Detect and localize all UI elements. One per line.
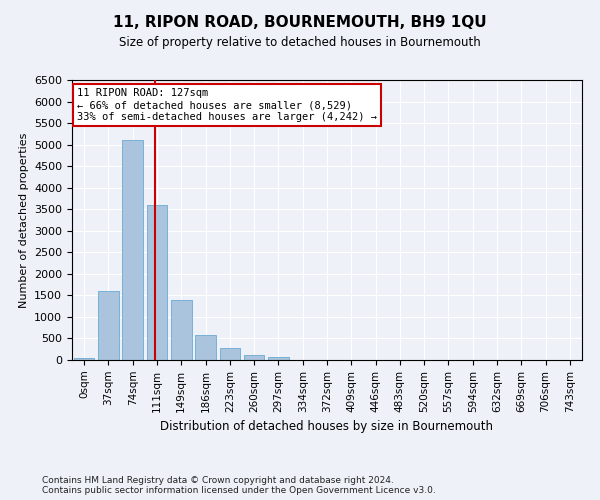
- X-axis label: Distribution of detached houses by size in Bournemouth: Distribution of detached houses by size …: [161, 420, 493, 433]
- Bar: [195, 335, 216, 360]
- Text: Contains HM Land Registry data © Crown copyright and database right 2024.
Contai: Contains HM Land Registry data © Crown c…: [42, 476, 436, 495]
- Bar: [146, 205, 167, 360]
- Bar: [122, 140, 143, 360]
- Bar: [268, 357, 289, 360]
- Bar: [74, 358, 94, 360]
- Bar: [244, 355, 265, 360]
- Y-axis label: Number of detached properties: Number of detached properties: [19, 132, 29, 308]
- Text: Size of property relative to detached houses in Bournemouth: Size of property relative to detached ho…: [119, 36, 481, 49]
- Text: 11, RIPON ROAD, BOURNEMOUTH, BH9 1QU: 11, RIPON ROAD, BOURNEMOUTH, BH9 1QU: [113, 15, 487, 30]
- Bar: [220, 348, 240, 360]
- Text: 11 RIPON ROAD: 127sqm
← 66% of detached houses are smaller (8,529)
33% of semi-d: 11 RIPON ROAD: 127sqm ← 66% of detached …: [77, 88, 377, 122]
- Bar: [98, 291, 119, 360]
- Bar: [171, 300, 191, 360]
